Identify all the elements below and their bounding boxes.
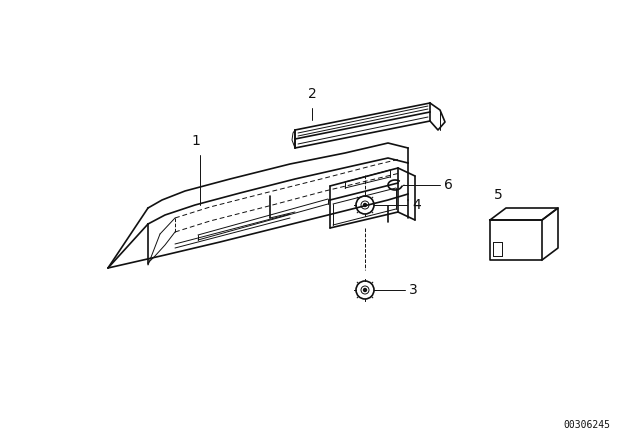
Text: 00306245: 00306245 — [563, 420, 610, 430]
Text: 2: 2 — [308, 87, 316, 101]
Circle shape — [364, 203, 367, 207]
Text: 4: 4 — [412, 198, 420, 212]
Circle shape — [364, 289, 367, 292]
Text: 5: 5 — [493, 188, 502, 202]
Text: 1: 1 — [191, 134, 200, 148]
Text: 6: 6 — [444, 178, 453, 192]
Text: 3: 3 — [409, 283, 418, 297]
